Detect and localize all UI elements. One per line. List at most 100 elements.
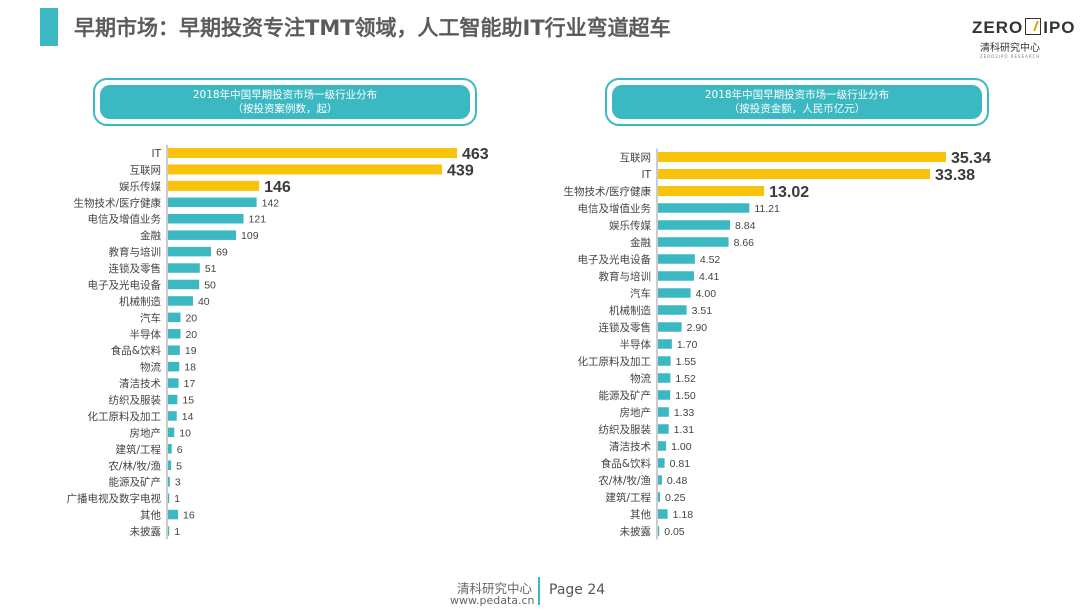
value-label: 8.66 [734, 237, 755, 249]
bar [168, 427, 175, 438]
category-label: 教育与培训 [109, 246, 162, 259]
bar [658, 390, 671, 400]
footer-divider [538, 577, 540, 605]
value-label: 18 [184, 362, 196, 374]
value-label: 5 [176, 460, 182, 472]
value-label: 0.05 [664, 526, 685, 538]
value-label: 8.84 [735, 220, 756, 232]
category-label: 建筑/工程 [115, 443, 161, 456]
bar [658, 203, 750, 213]
value-label: 1.52 [675, 373, 696, 385]
value-label: 51 [205, 263, 217, 275]
value-label: 1.55 [676, 356, 697, 368]
category-label: 其他 [140, 509, 161, 522]
value-label: 1.31 [674, 424, 695, 436]
bar [168, 493, 170, 503]
value-label: 0.25 [665, 492, 686, 504]
category-label: 清洁技术 [119, 377, 161, 390]
category-label: 物流 [140, 361, 161, 374]
bar [168, 345, 180, 355]
value-label: 4.41 [699, 271, 720, 283]
value-label: 19 [185, 345, 197, 357]
category-label: 食品&饮料 [601, 457, 652, 470]
category-label: 教育与培训 [599, 270, 652, 283]
bar [168, 164, 443, 175]
bar [658, 492, 661, 502]
value-label: 439 [447, 162, 474, 179]
bar [168, 312, 181, 323]
value-label: 4.52 [700, 254, 721, 266]
bar [168, 263, 200, 273]
left-chart-title: 2018年中国早期投资市场一级行业分布 [192, 89, 378, 101]
footer-organization: 清科研究中心 [457, 581, 533, 596]
value-label: 1.00 [671, 441, 692, 453]
left-chart-subtitle: （按投资案例数，起） [232, 103, 338, 115]
value-label: 33.38 [935, 167, 975, 184]
bar [658, 220, 731, 230]
bar [658, 458, 665, 468]
value-label: 15 [182, 395, 194, 407]
bar [658, 526, 660, 536]
logo-text-right: IPO [1043, 18, 1076, 37]
bar [658, 339, 672, 349]
category-label: 互联网 [130, 164, 162, 176]
category-label: 电子及光电设备 [88, 278, 162, 291]
bar [168, 246, 212, 257]
zero2ipo-logo: ZERO IPO 清科研究中心 ZERO2IPO RESEARCH [972, 18, 1076, 62]
category-label: 农/林/牧/渔 [598, 474, 651, 487]
title-accent-bar [40, 8, 58, 46]
value-label: 1.50 [675, 390, 696, 402]
category-label: 电信及增值业务 [88, 213, 162, 226]
category-label: 娱乐传媒 [609, 219, 651, 232]
category-label: IT [641, 169, 651, 181]
category-label: 机械制造 [609, 304, 651, 317]
value-label: 35.34 [951, 150, 991, 167]
category-label: 房地产 [620, 406, 652, 419]
page-title: 早期市场：早期投资专注TMT领域，人工智能助IT行业弯道超车 [74, 16, 671, 40]
category-label: 纺织及服装 [109, 394, 162, 407]
category-label: 生物技术/医疗健康 [73, 196, 161, 209]
bar [168, 148, 457, 158]
bar [658, 152, 946, 162]
bar [168, 230, 237, 240]
value-label: 10 [179, 427, 191, 439]
value-label: 20 [185, 329, 197, 341]
value-label: 11.21 [754, 203, 780, 215]
category-label: 连锁及零售 [109, 262, 162, 275]
bar [168, 213, 244, 224]
value-label: 2.90 [687, 322, 708, 334]
value-label: 1.18 [673, 509, 694, 521]
category-label: 电信及增值业务 [578, 202, 652, 215]
bar [168, 411, 177, 421]
bar [168, 476, 170, 487]
bar [168, 460, 172, 471]
bar [658, 288, 691, 298]
bar [168, 180, 260, 191]
bar [658, 441, 667, 451]
category-label: 纺织及服装 [599, 423, 652, 436]
category-label: 汽车 [140, 311, 161, 324]
category-label: 汽车 [630, 287, 651, 300]
value-label: 14 [182, 411, 194, 423]
category-label: 娱乐传媒 [119, 180, 161, 193]
category-label: 未披露 [620, 525, 652, 538]
bar [658, 271, 694, 281]
bar [658, 475, 662, 485]
category-label: 广播电视及数字电视 [67, 492, 162, 505]
category-label: 房地产 [130, 426, 162, 439]
category-label: 机械制造 [119, 295, 161, 308]
value-label: 1 [174, 493, 180, 505]
value-label: 1 [174, 526, 180, 538]
bar [168, 378, 179, 388]
value-label: 17 [184, 378, 196, 390]
bar [658, 305, 687, 315]
category-label: 其他 [630, 508, 651, 521]
bar [168, 329, 181, 339]
category-label: 生物技术/医疗健康 [563, 185, 651, 198]
bar [168, 197, 257, 208]
bar [658, 509, 668, 519]
value-label: 1.70 [677, 339, 698, 351]
category-label: 互联网 [620, 152, 652, 164]
category-label: 半导体 [130, 328, 162, 341]
logo-tagline: ZERO2IPO RESEARCH [980, 54, 1041, 59]
